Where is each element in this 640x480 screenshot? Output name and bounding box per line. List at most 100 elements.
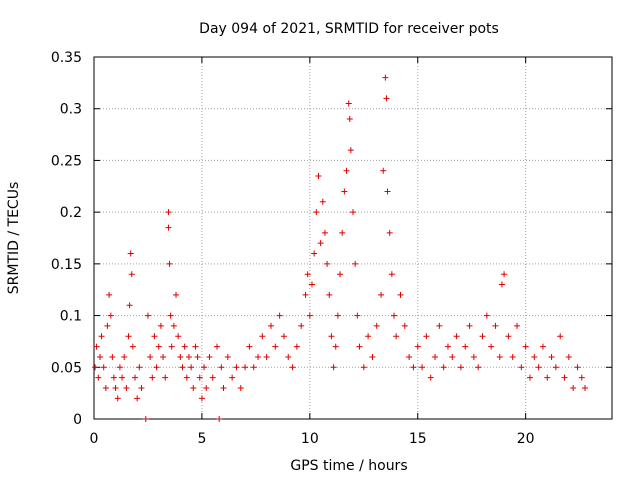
data-point xyxy=(522,343,529,350)
data-point xyxy=(311,250,318,257)
data-point xyxy=(198,395,205,402)
data-point xyxy=(181,343,188,350)
data-point xyxy=(365,333,372,340)
data-point xyxy=(317,240,324,247)
data-point xyxy=(321,229,328,236)
data-point xyxy=(561,374,568,381)
y-tick-label: 0.35 xyxy=(51,50,82,66)
data-point xyxy=(233,364,240,371)
data-point xyxy=(526,374,533,381)
data-point xyxy=(334,312,341,319)
data-point xyxy=(168,343,175,350)
data-point xyxy=(518,364,525,371)
plot-area-frame xyxy=(93,56,613,420)
data-point xyxy=(170,322,177,329)
data-point xyxy=(388,271,395,278)
data-point xyxy=(432,353,439,360)
data-point xyxy=(326,291,333,298)
data-point xyxy=(383,95,390,102)
data-point xyxy=(498,281,505,288)
data-point xyxy=(209,374,216,381)
data-point xyxy=(557,333,564,340)
data-point xyxy=(144,312,151,319)
data-point xyxy=(220,384,227,391)
data-point xyxy=(570,384,577,391)
y-tick-label: 0 xyxy=(73,412,82,428)
data-point xyxy=(107,312,114,319)
y-tick-label: 0.15 xyxy=(51,257,82,273)
data-point xyxy=(324,260,331,267)
data-point xyxy=(315,172,322,179)
data-point xyxy=(263,353,270,360)
data-point xyxy=(330,364,337,371)
data-point xyxy=(175,333,182,340)
data-point xyxy=(483,312,490,319)
x-tick-label: 10 xyxy=(301,431,319,447)
data-point xyxy=(386,229,393,236)
data-point xyxy=(360,364,367,371)
data-point xyxy=(127,250,134,257)
x-tick-label: 5 xyxy=(197,431,206,447)
data-point xyxy=(346,116,353,123)
data-point xyxy=(582,384,589,391)
data-point xyxy=(341,188,348,195)
x-tick-label: 0 xyxy=(90,431,99,447)
data-point xyxy=(492,322,499,329)
data-point xyxy=(95,374,102,381)
data-point xyxy=(514,322,521,329)
data-point xyxy=(304,271,311,278)
data-point xyxy=(339,229,346,236)
data-point xyxy=(419,364,426,371)
data-point xyxy=(436,322,443,329)
data-point xyxy=(136,364,143,371)
data-point xyxy=(149,374,156,381)
y-tick-label: 0.25 xyxy=(51,153,82,169)
data-point xyxy=(343,167,350,174)
data-point xyxy=(544,374,551,381)
data-point xyxy=(280,333,287,340)
data-point xyxy=(345,100,352,107)
data-point xyxy=(177,353,184,360)
data-point xyxy=(165,224,172,231)
axis-ticks: 0 5 10 15 20 0 0.05 0.1 0.15 0.2 0.25 0.3 0.35 xyxy=(51,50,612,447)
data-point xyxy=(475,364,482,371)
data-point xyxy=(138,384,145,391)
data-point xyxy=(578,374,585,381)
data-point xyxy=(129,343,136,350)
x-axis-label: GPS time / hours xyxy=(290,458,407,474)
data-point xyxy=(102,384,109,391)
data-point xyxy=(237,384,244,391)
data-point xyxy=(488,343,495,350)
grid-lines xyxy=(94,57,612,419)
data-point xyxy=(142,416,149,422)
data-point xyxy=(255,353,262,360)
data-point xyxy=(206,353,213,360)
data-point xyxy=(414,343,421,350)
data-point xyxy=(410,364,417,371)
data-point xyxy=(509,353,516,360)
data-point xyxy=(147,353,154,360)
data-point xyxy=(352,260,359,267)
data-point xyxy=(285,353,292,360)
data-point xyxy=(397,291,404,298)
data-point xyxy=(165,209,172,216)
data-point xyxy=(276,312,283,319)
data-point xyxy=(308,281,315,288)
data-point xyxy=(369,353,376,360)
data-point xyxy=(250,364,257,371)
data-point xyxy=(126,302,133,309)
data-point xyxy=(380,167,387,174)
data-point xyxy=(92,364,99,371)
x-tick-label: 15 xyxy=(409,431,427,447)
data-point xyxy=(179,364,186,371)
data-point xyxy=(293,343,300,350)
data-point xyxy=(246,343,253,350)
y-tick-label: 0.3 xyxy=(60,102,82,118)
data-point xyxy=(166,260,173,267)
data-point xyxy=(552,364,559,371)
data-point xyxy=(192,343,199,350)
data-point xyxy=(167,312,174,319)
data-point xyxy=(449,353,456,360)
data-point xyxy=(384,188,391,195)
data-point xyxy=(106,291,113,298)
